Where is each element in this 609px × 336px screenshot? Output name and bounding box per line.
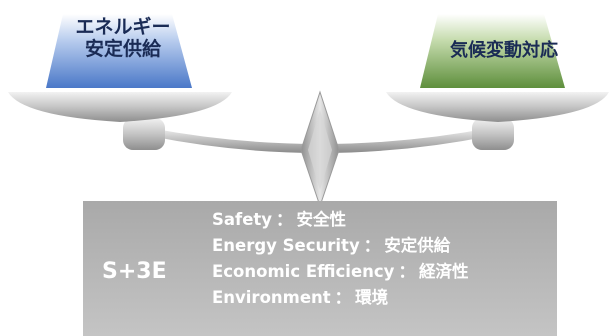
right-pan-support <box>472 118 514 150</box>
pillar-environment: Environment：環境 <box>212 285 468 311</box>
pillar-en: Energy Security <box>212 236 360 255</box>
s3e-title: S+3E <box>102 259 167 284</box>
left-pan <box>8 92 232 122</box>
pillar-en: Safety <box>212 210 272 229</box>
pillar-separator: ： <box>335 288 352 307</box>
energy-security-label-line1: エネルギー <box>58 16 188 38</box>
pillar-separator: ： <box>398 262 415 281</box>
pillar-en: Economic Efficiency <box>212 262 394 281</box>
energy-security-label-line2: 安定供給 <box>58 38 188 60</box>
right-pan <box>386 92 609 122</box>
pillar-jp: 環境 <box>355 288 388 307</box>
pillar-economic-efficiency: Economic Efficiency：経済性 <box>212 259 468 285</box>
left-pan-support <box>123 118 165 150</box>
pillar-en: Environment <box>212 288 331 307</box>
climate-change-label: 気候変動対応 <box>418 40 590 61</box>
pillar-separator: ： <box>276 210 293 229</box>
pillar-jp: 安全性 <box>297 210 347 229</box>
pillar-separator: ： <box>364 236 381 255</box>
s3e-pillar-list: Safety：安全性 Energy Security：安定供給 Economic… <box>212 207 468 311</box>
pillar-jp: 経済性 <box>419 262 469 281</box>
pillar-energy-security: Energy Security：安定供給 <box>212 233 468 259</box>
pillar-safety: Safety：安全性 <box>212 207 468 233</box>
energy-security-label: エネルギー 安定供給 <box>58 16 188 61</box>
pillar-jp: 安定供給 <box>384 236 450 255</box>
